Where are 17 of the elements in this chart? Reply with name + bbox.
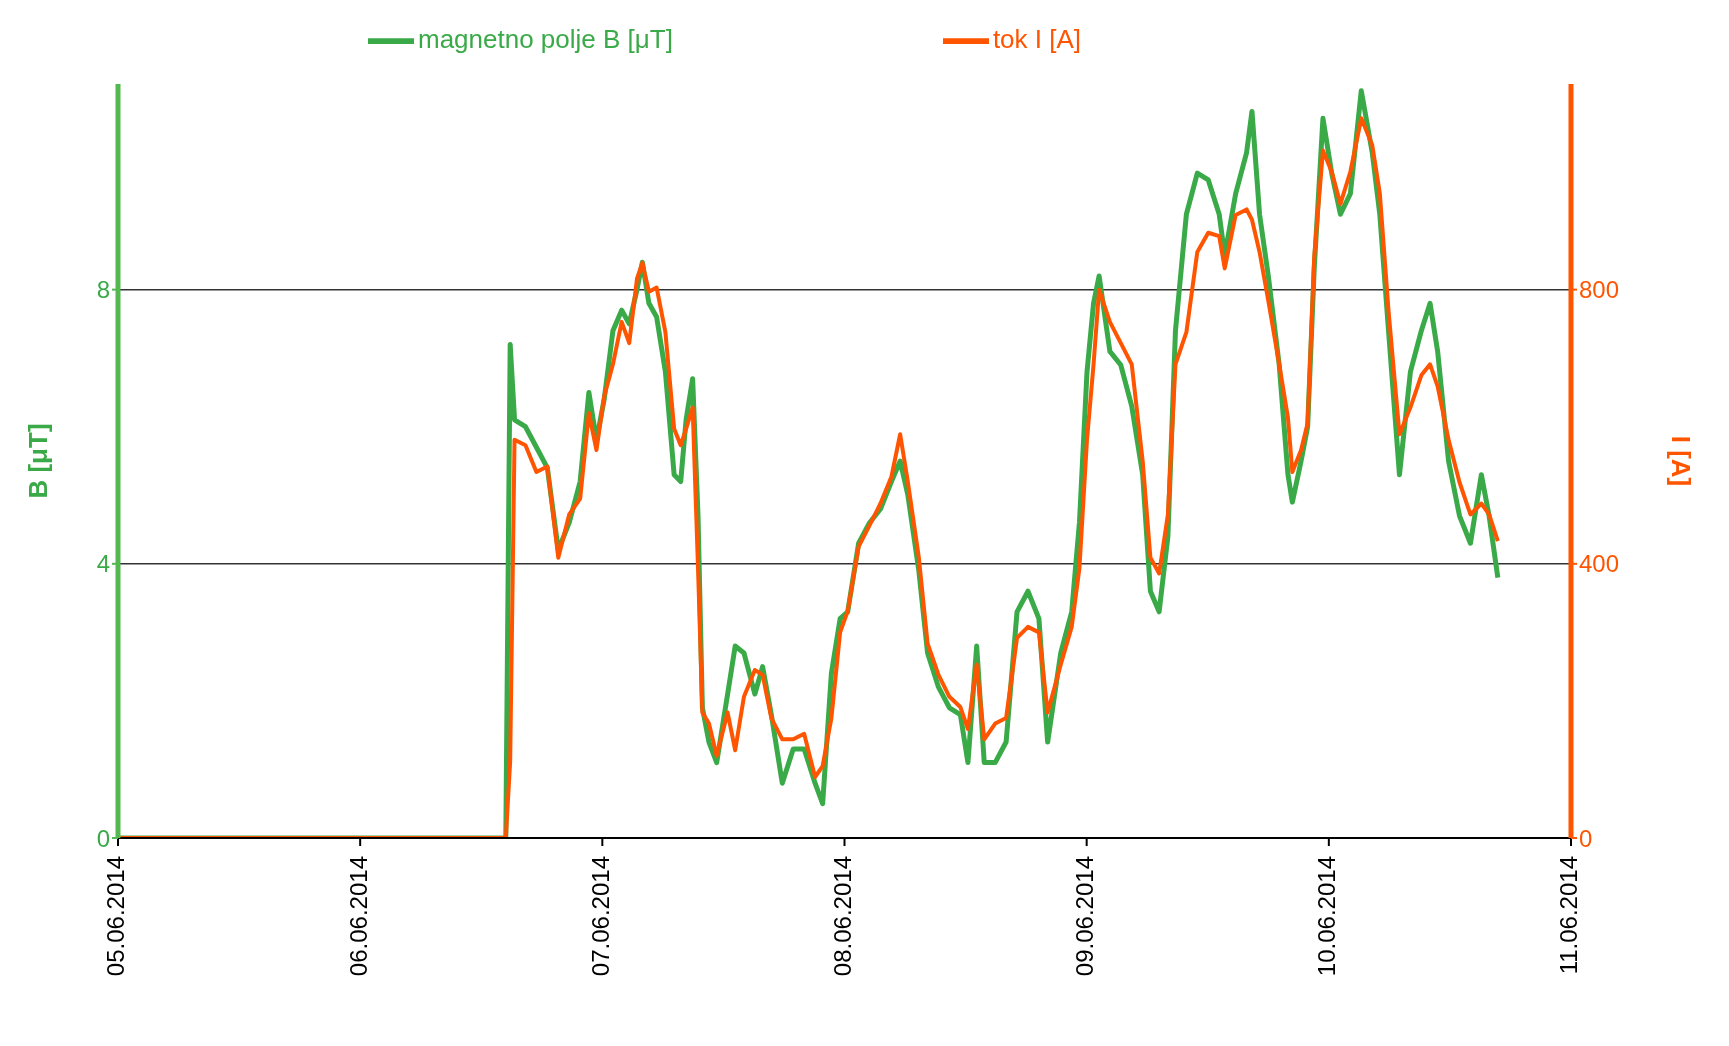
x-tick-label: 08.06.2014 (828, 856, 856, 977)
y2-tick-label: 0 (1579, 824, 1593, 852)
x-tick-label: 11.06.2014 (1555, 856, 1583, 975)
y-tick-label: 4 (96, 550, 110, 578)
x-tick-label: 06.06.2014 (344, 856, 372, 977)
x-tick-label: 09.06.2014 (1071, 856, 1099, 977)
legend-label: tok I [A] (992, 23, 1082, 54)
y-tick-label: 8 (96, 276, 110, 304)
y-tick-label: 0 (96, 824, 110, 852)
x-tick-label: 05.06.2014 (102, 856, 130, 977)
legend-label: magnetno polje B [μT] (417, 23, 673, 54)
y2-axis-title: I [A] (1665, 435, 1696, 487)
x-tick-label: 10.06.2014 (1313, 856, 1341, 977)
y2-tick-label: 800 (1579, 276, 1620, 304)
x-tick-label: 07.06.2014 (586, 856, 614, 977)
y-axis-title: B [μT] (23, 423, 54, 499)
y2-tick-label: 400 (1579, 550, 1620, 578)
